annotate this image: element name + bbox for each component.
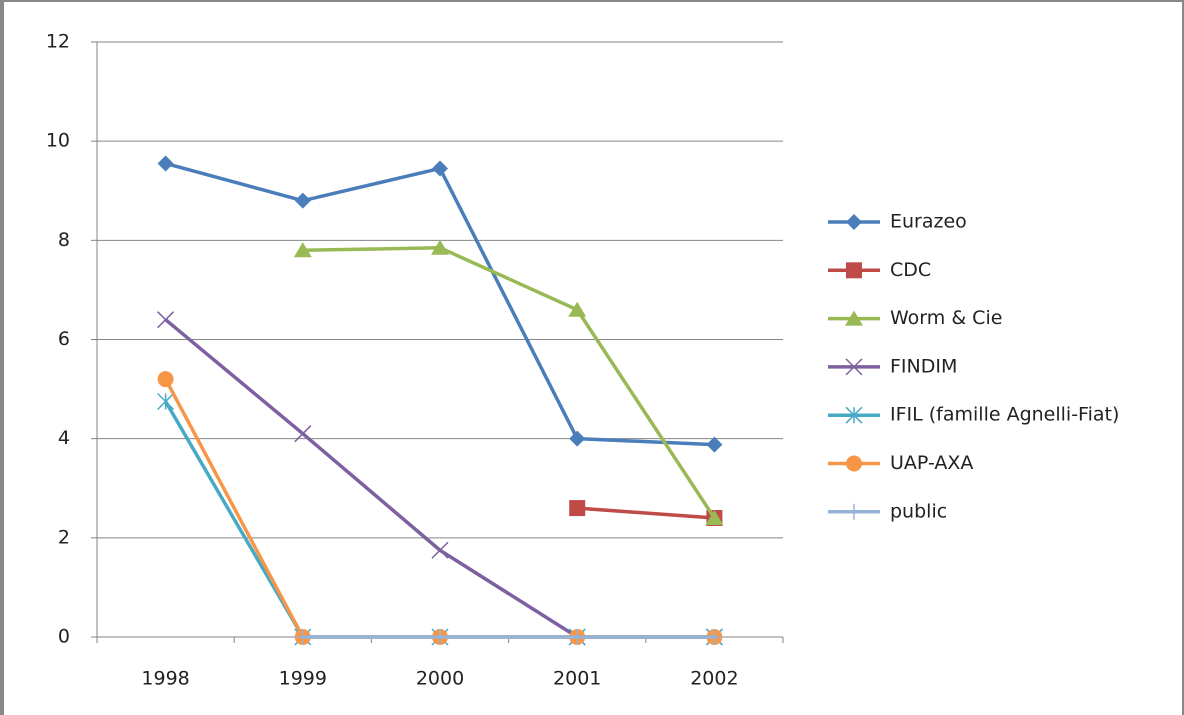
x-tick-label: 2001 [553, 668, 601, 690]
x-tick-label: 2002 [690, 668, 738, 690]
marker [569, 500, 586, 517]
legend-label: Worm & Cie [890, 307, 1002, 329]
x-tick-label: 2000 [416, 668, 464, 690]
legend-label: FINDIM [890, 355, 957, 377]
marker [846, 503, 862, 520]
marker [431, 239, 449, 255]
y-tick-label: 8 [58, 229, 70, 251]
marker [706, 629, 723, 645]
y-tick-label: 0 [58, 626, 70, 648]
marker [293, 242, 312, 258]
marker [569, 430, 586, 447]
x-tick-label: 1999 [279, 668, 327, 690]
marker [846, 214, 862, 230]
marker [846, 455, 862, 472]
marker [569, 629, 586, 645]
legend-label: Eurazeo [890, 211, 967, 233]
marker [845, 310, 863, 326]
marker [432, 629, 448, 645]
marker [157, 311, 175, 329]
marker [157, 392, 175, 411]
marker [294, 629, 311, 645]
marker [705, 510, 724, 525]
marker [432, 160, 448, 177]
legend-label: CDC [890, 259, 931, 281]
series-line [302, 246, 716, 519]
marker [294, 192, 311, 209]
y-tick-label: 2 [58, 526, 70, 548]
marker [431, 541, 449, 559]
marker [157, 155, 174, 172]
marker [706, 436, 723, 453]
marker [845, 358, 863, 376]
x-tick-label: 1998 [141, 668, 189, 690]
marker [568, 301, 587, 317]
y-tick-label: 4 [58, 427, 70, 449]
legend-label: UAP-AXA [890, 452, 973, 474]
y-tick-label: 6 [58, 328, 70, 350]
legend-label: IFIL (famille Agnelli-Fiat) [890, 404, 1119, 426]
marker [294, 425, 312, 443]
marker [157, 371, 174, 388]
y-tick-label: 10 [46, 130, 70, 152]
marker [845, 406, 863, 424]
series-line [577, 506, 715, 520]
y-tick-label: 12 [46, 31, 70, 53]
legend-label: public [890, 500, 947, 522]
marker [846, 262, 862, 279]
